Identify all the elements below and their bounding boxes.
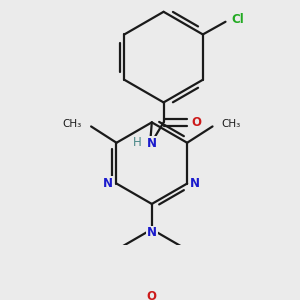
Text: N: N xyxy=(147,137,157,150)
Text: N: N xyxy=(147,226,157,239)
Text: O: O xyxy=(147,290,157,300)
Text: H: H xyxy=(133,136,142,149)
Text: N: N xyxy=(103,177,113,190)
Text: O: O xyxy=(191,116,201,129)
Text: N: N xyxy=(190,177,200,190)
Text: CH₃: CH₃ xyxy=(222,119,241,129)
Text: Cl: Cl xyxy=(231,14,244,26)
Text: CH₃: CH₃ xyxy=(63,119,82,129)
